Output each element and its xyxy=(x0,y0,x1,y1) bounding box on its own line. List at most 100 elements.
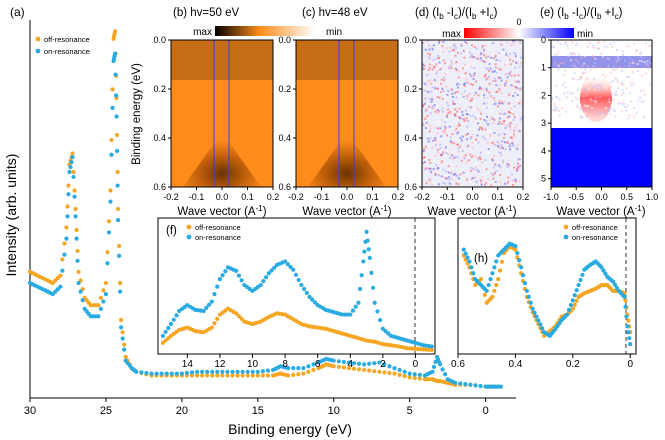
noise-pixel xyxy=(629,62,632,65)
x-tick-label: 0.1 xyxy=(241,192,254,202)
noise-pixel xyxy=(475,117,478,120)
noise-pixel xyxy=(448,182,451,185)
point-on-resonance xyxy=(367,361,372,366)
point-on-resonance xyxy=(200,369,205,374)
noise-pixel xyxy=(456,51,459,54)
point-on-resonance xyxy=(210,369,215,374)
point-on-resonance xyxy=(612,282,618,287)
noise-pixel xyxy=(561,113,564,116)
noise-pixel xyxy=(505,148,508,151)
noise-pixel xyxy=(517,74,520,77)
noise-pixel xyxy=(494,102,497,105)
point-off-resonance xyxy=(482,292,487,297)
noise-pixel xyxy=(428,48,431,51)
noise-pixel xyxy=(591,85,594,88)
noise-pixel xyxy=(442,151,445,154)
noise-pixel xyxy=(555,95,558,98)
noise-pixel xyxy=(492,71,495,74)
noise-pixel xyxy=(639,52,642,55)
x-tick-label: 0.5 xyxy=(620,192,633,202)
noise-pixel xyxy=(571,74,574,77)
point-off-resonance xyxy=(110,87,115,92)
noise-pixel xyxy=(639,89,642,92)
noise-pixel xyxy=(627,77,630,80)
noise-pixel xyxy=(422,149,425,152)
point-off-resonance xyxy=(407,375,412,380)
noise-pixel xyxy=(456,110,459,113)
noise-pixel xyxy=(477,156,480,159)
noise-pixel xyxy=(598,107,601,110)
noise-pixel xyxy=(645,89,648,92)
noise-pixel xyxy=(513,105,516,108)
noise-pixel xyxy=(479,117,482,120)
noise-pixel xyxy=(469,100,472,103)
noise-pixel xyxy=(498,83,501,86)
noise-pixel xyxy=(591,55,594,58)
noise-pixel xyxy=(619,101,622,104)
noise-pixel xyxy=(583,68,586,71)
noise-pixel xyxy=(443,61,446,64)
noise-pixel xyxy=(462,49,465,52)
noise-pixel xyxy=(639,55,642,58)
point-on-resonance xyxy=(212,292,217,297)
noise-pixel xyxy=(470,99,473,102)
noise-pixel xyxy=(578,53,581,56)
point-off-resonance xyxy=(62,241,67,246)
noise-pixel xyxy=(486,149,489,152)
noise-pixel xyxy=(471,83,474,86)
noise-pixel xyxy=(475,120,478,123)
noise-pixel xyxy=(433,104,436,107)
point-on-resonance xyxy=(402,369,407,374)
noise-pixel xyxy=(649,80,652,83)
noise-pixel xyxy=(640,105,643,108)
point-on-resonance xyxy=(430,369,435,374)
point-on-resonance xyxy=(184,370,190,376)
noise-pixel xyxy=(458,70,461,73)
noise-pixel xyxy=(487,107,490,110)
noise-pixel xyxy=(490,69,493,72)
point-on-resonance xyxy=(578,277,583,283)
noise-pixel xyxy=(471,141,474,144)
point-on-resonance xyxy=(356,361,362,366)
noise-pixel xyxy=(423,67,426,70)
noise-pixel xyxy=(514,40,517,43)
noise-pixel xyxy=(471,114,474,117)
noise-pixel xyxy=(571,77,574,80)
point-on-resonance xyxy=(68,164,73,170)
noise-pixel xyxy=(555,112,558,115)
point-on-resonance xyxy=(513,243,518,249)
point-off-resonance xyxy=(70,151,75,156)
noise-pixel xyxy=(472,106,475,109)
noise-pixel xyxy=(551,97,554,100)
noise-pixel xyxy=(446,77,449,80)
point-on-resonance xyxy=(304,290,309,296)
noise-pixel xyxy=(609,71,612,74)
noise-pixel xyxy=(571,99,574,102)
noise-pixel xyxy=(630,84,633,87)
noise-pixel xyxy=(508,145,511,148)
noise-pixel xyxy=(480,112,483,115)
noise-pixel xyxy=(448,50,451,53)
noise-pixel xyxy=(493,99,496,102)
point-on-resonance xyxy=(469,265,474,270)
noise-pixel xyxy=(439,58,442,61)
point-on-resonance xyxy=(599,265,604,270)
noise-pixel xyxy=(479,54,482,57)
noise-pixel xyxy=(567,55,570,58)
noise-pixel xyxy=(490,142,493,145)
noise-pixel xyxy=(567,74,570,77)
noise-pixel xyxy=(498,99,501,102)
noise-pixel xyxy=(422,105,425,108)
noise-pixel xyxy=(465,65,468,68)
noise-pixel xyxy=(439,67,442,70)
x-tick-label: 0.4 xyxy=(508,359,522,370)
noise-pixel xyxy=(435,142,438,145)
noise-pixel xyxy=(470,156,473,159)
noise-pixel xyxy=(431,146,434,149)
noise-pixel xyxy=(593,61,596,64)
panel-d: (d) (Ib -Ic)/(Ib +Ic) max 0 min -0.2 -0.1… xyxy=(404,7,593,218)
noise-pixel xyxy=(644,117,647,120)
noise-pixel xyxy=(501,53,504,56)
noise-pixel xyxy=(424,48,427,51)
noise-pixel xyxy=(440,135,443,138)
